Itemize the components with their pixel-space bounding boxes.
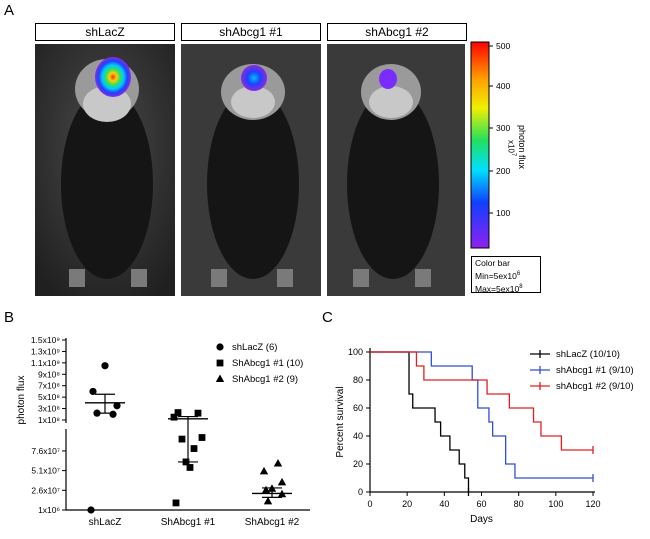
y-tick-label: 7x10⁸ (38, 381, 60, 391)
legend-label: shAbcg1 #1 (9/10) (556, 365, 634, 376)
mouse-label-shlacz: shLacZ (35, 23, 175, 41)
color-bar-box-max-sup: 8 (519, 283, 523, 290)
y-tick-label: 7.6x10⁷ (31, 446, 60, 456)
x-tick-label: 0 (367, 499, 372, 509)
y-tick-label: 1.5x10⁹ (31, 335, 61, 345)
data-point-square (190, 445, 198, 452)
data-point-square (178, 435, 186, 443)
data-point-square (186, 464, 194, 471)
legend-marker-square (216, 359, 224, 367)
legend-label: ShAbcg1 #2 (9) (232, 374, 298, 385)
color-bar-box-min-text: Min=5ex10 (475, 270, 517, 281)
y-tick-label: 1x10⁸ (38, 415, 60, 425)
x-tick-label: 60 (476, 499, 486, 509)
color-bar-unit: photon flux (517, 125, 527, 169)
x-tick-label: 120 (585, 499, 600, 509)
y-tick-label: 100 (348, 347, 363, 357)
x-category-label: ShAbcg1 #1 (161, 517, 216, 528)
mouse-label-shabcg1-2: shAbcg1 #2 (327, 23, 467, 41)
mouse-image-shlacz (35, 44, 175, 296)
legend-label: ShAbcg1 #1 (10) (232, 358, 303, 369)
data-point-circle (89, 387, 97, 396)
data-point-triangle (259, 466, 269, 475)
legend-marker-triangle (215, 374, 225, 382)
x-category-label: shLacZ (89, 517, 122, 528)
color-bar-box-min-sup: 6 (516, 271, 521, 277)
survival-chart: 0 20 40 60 80 100 0 20 40 60 80 100 120 Days Percent s… (335, 347, 634, 525)
y-tick-label: 1x10⁶ (38, 505, 60, 515)
y-axis-label: photon flux (16, 376, 27, 425)
y-axis-label: Percent survival (335, 386, 346, 457)
data-point-circle (87, 506, 95, 514)
color-bar-tick-label: 200 (496, 166, 510, 176)
y-tick-label: 1.3x10⁹ (31, 346, 61, 356)
data-point-triangle (277, 477, 287, 486)
x-category-label: ShAbcg1 #2 (245, 517, 300, 528)
x-tick-label: 100 (548, 499, 563, 509)
color-bar-box-min: Min=5ex106 (475, 269, 537, 282)
color-bar-tick-label: 400 (496, 81, 510, 91)
color-bar-unit-exp-text: x10 (506, 140, 516, 153)
y-tick-label: 40 (353, 431, 363, 441)
mouse-label-shabcg1-1: shAbcg1 #1 (181, 23, 321, 41)
panel-b-letter: B (4, 309, 15, 326)
data-point-square (198, 434, 206, 441)
color-bar-unit-main: photon flux (517, 125, 527, 170)
y-tick-label: 2.6x10⁷ (31, 485, 60, 495)
data-point-circle (109, 410, 117, 418)
color-bar-gradient (470, 41, 490, 249)
survival-line (370, 351, 470, 492)
y-tick-label: 9x10⁸ (38, 369, 60, 379)
legend-label: shLacZ (6) (232, 342, 277, 353)
y-tick-label: 20 (353, 459, 363, 469)
mouse-image-shabcg1-2 (327, 44, 465, 296)
y-tick-label: 60 (353, 403, 363, 413)
color-bar-box-title: Color bar (475, 258, 510, 268)
color-bar-tick-label: 500 (496, 41, 510, 51)
color-bar-tick-label: 100 (496, 208, 510, 218)
color-bar-unit-exp-sup: 7 (510, 152, 516, 157)
data-point-triangle (261, 485, 271, 494)
survival-line (370, 351, 593, 479)
color-bar-info-box: Color bar Min=5ex106 Max=5ex108 (471, 256, 541, 295)
legend-label: shLacZ (10/10) (556, 349, 620, 360)
y-tick-label: 80 (353, 375, 363, 385)
data-point-square (172, 499, 180, 507)
color-bar-box-max-text: Max=5ex10 (475, 283, 520, 294)
y-tick-label: 5.1x10⁷ (31, 466, 60, 476)
y-tick-label: 1.1x10⁹ (31, 358, 61, 368)
y-tick-label: 5x10⁸ (38, 392, 60, 402)
color-bar-tick-label: 300 (496, 123, 510, 133)
x-tick-label: 20 (402, 499, 412, 509)
legend-marker-circle (216, 343, 224, 351)
x-tick-label: 80 (514, 499, 524, 509)
color-bar: 500 400 300 200 100 (470, 41, 510, 249)
x-axis-label: Days (470, 514, 493, 525)
data-point-circle (101, 362, 109, 370)
panel-c-letter: C (322, 309, 333, 326)
legend-label: shAbcg1 #2 (9/10) (556, 381, 634, 392)
y-tick-label: 0 (358, 487, 363, 497)
survival-line (370, 351, 593, 451)
data-point-triangle (273, 459, 283, 467)
color-bar-box-max: Max=5ex108 (475, 282, 537, 295)
data-point-square (194, 409, 202, 417)
color-bar-unit-exp: x107 (506, 140, 516, 156)
x-tick-label: 40 (439, 499, 449, 509)
data-point-square (170, 413, 178, 421)
y-tick-label: 3x10⁸ (38, 404, 60, 414)
panel-a-letter: A (4, 2, 15, 19)
data-point-triangle (263, 496, 273, 505)
data-point-circle (113, 402, 121, 410)
data-point-square (174, 409, 182, 416)
mouse-image-shabcg1-1 (181, 44, 321, 296)
